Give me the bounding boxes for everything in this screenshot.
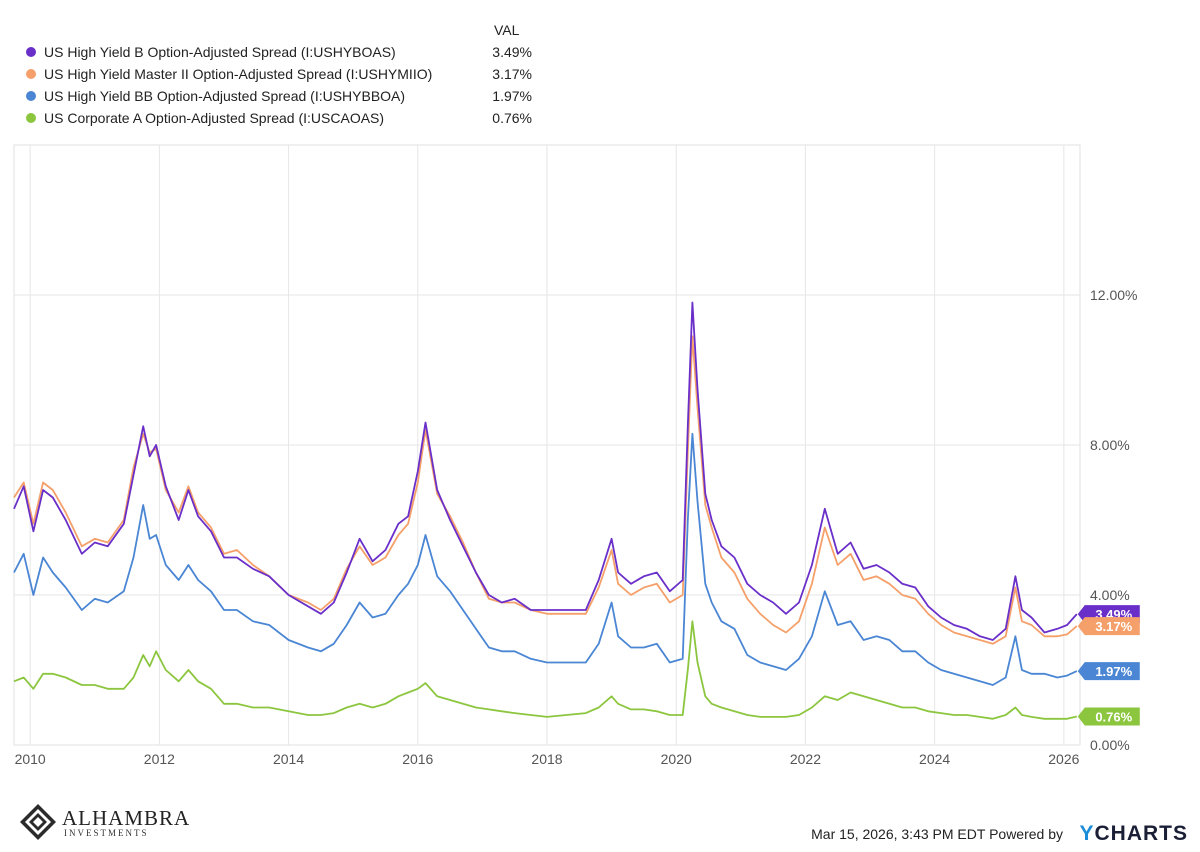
last-value-badge: 3.17% (1077, 617, 1140, 636)
badge-shape (1077, 707, 1140, 726)
legend-label: US Corporate A Option-Adjusted Spread (I… (44, 110, 385, 126)
y-tick-label: 0.00% (1090, 737, 1130, 753)
series-line (13, 335, 1078, 645)
last-value-badge: 1.97% (1077, 662, 1140, 681)
logo-subtitle: INVESTMENTS (64, 828, 149, 838)
x-tick-label: 2024 (919, 751, 950, 767)
y-tick-label: 4.00% (1090, 587, 1130, 603)
legend-dot-icon (26, 113, 36, 123)
axis-layer: 2010 2012 2014 2016 2018 2020 2022 2024 2026 0.00… (15, 287, 1138, 767)
x-tick-label: 2018 (531, 751, 562, 767)
line-chart: 2010 2012 2014 2016 2018 2020 2022 2024 2026 0.00… (13, 144, 1140, 767)
legend-item-uscaoas[interactable]: US Corporate A Option-Adjusted Spread (I… (22, 108, 532, 128)
legend-label: US High Yield Master II Option-Adjusted … (44, 66, 433, 82)
ycharts-y: Y (1079, 822, 1095, 845)
alhambra-logo: ALHAMBRA INVESTMENTS (18, 800, 218, 844)
x-tick-label: 2026 (1048, 751, 1079, 767)
series-line (13, 301, 1078, 641)
legend-label: US High Yield B Option-Adjusted Spread (… (44, 44, 396, 60)
badge-shape (1077, 662, 1140, 681)
legend-item-ushymiio[interactable]: US High Yield Master II Option-Adjusted … (22, 64, 532, 84)
legend-dot-icon (26, 91, 36, 101)
badge-label: 0.76% (1095, 710, 1132, 725)
badge-label: 1.97% (1095, 664, 1132, 679)
y-tick-label: 12.00% (1090, 287, 1137, 303)
legend-value: 1.97% (492, 88, 532, 104)
legend-dot-icon (26, 47, 36, 57)
logo-name: ALHAMBRA (62, 806, 191, 830)
x-tick-label: 2010 (15, 751, 46, 767)
ycharts-logo[interactable]: YCHARTS (1079, 822, 1188, 846)
legend-item-ushyboas[interactable]: US High Yield B Option-Adjusted Spread (… (22, 42, 532, 62)
badge-shape (1077, 617, 1140, 636)
legend-value: 3.49% (492, 44, 532, 60)
legend-label: US High Yield BB Option-Adjusted Spread … (44, 88, 406, 104)
legend-value-header: VAL (494, 22, 520, 38)
badge-label: 3.17% (1095, 619, 1132, 634)
legend-value: 3.17% (492, 66, 532, 82)
y-tick-label: 8.00% (1090, 437, 1130, 453)
legend-value: 0.76% (492, 110, 532, 126)
diamond-logo-icon (20, 804, 56, 840)
legend-item-ushybboa[interactable]: US High Yield BB Option-Adjusted Spread … (22, 86, 532, 106)
series-layer (13, 301, 1078, 720)
x-tick-label: 2022 (790, 751, 821, 767)
x-tick-label: 2014 (273, 751, 304, 767)
x-tick-label: 2012 (144, 751, 175, 767)
x-tick-label: 2020 (661, 751, 692, 767)
badge-layer: 3.49%3.17%1.97%0.76% (1077, 605, 1140, 726)
series-line (13, 432, 1078, 686)
series-line (13, 620, 1078, 720)
last-value-badge: 0.76% (1077, 707, 1140, 726)
legend-dot-icon (26, 69, 36, 79)
timestamp: Mar 15, 2026, 3:43 PM EDT Powered by (811, 826, 1063, 842)
x-tick-label: 2016 (402, 751, 433, 767)
ycharts-rest: CHARTS (1094, 822, 1188, 845)
